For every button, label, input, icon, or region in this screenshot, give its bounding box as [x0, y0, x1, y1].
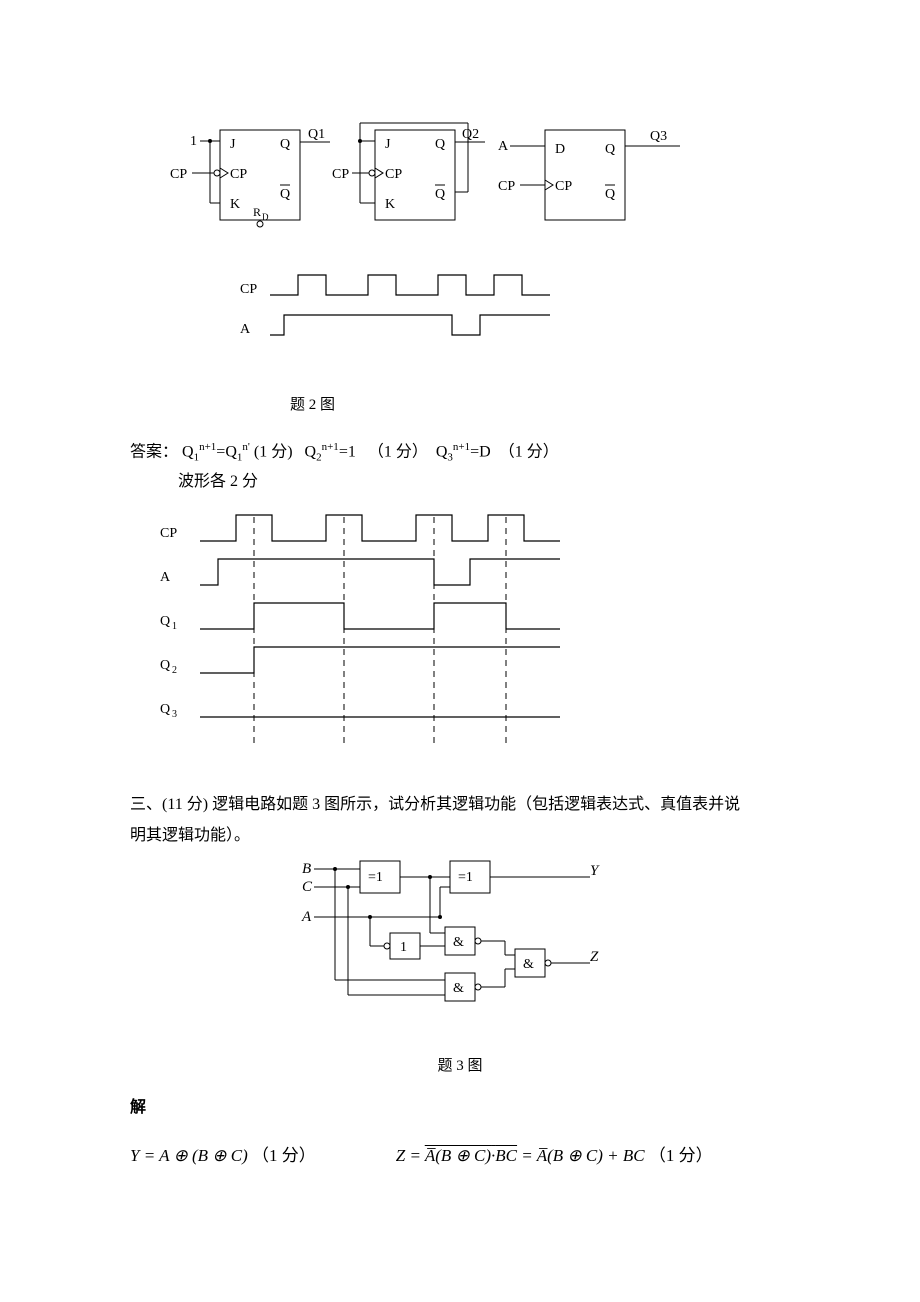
svg-text:A: A: [301, 909, 312, 925]
svg-text:CP: CP: [555, 179, 572, 194]
timing-diagram: CPAQ1Q2Q3: [130, 507, 790, 772]
svg-text:CP: CP: [332, 167, 349, 182]
figure-3-caption: 题 3 图: [130, 1054, 790, 1075]
svg-text:=1: =1: [368, 870, 383, 885]
svg-text:CP: CP: [170, 167, 187, 182]
figure-3-svg: B C A =1 =1 Y 1: [290, 855, 630, 1045]
svg-text:Q: Q: [605, 187, 615, 202]
svg-text:A: A: [160, 570, 171, 585]
svg-text:Q1: Q1: [308, 127, 325, 142]
eq3-sup1: n+1: [453, 441, 470, 453]
svg-text:Q: Q: [280, 187, 290, 202]
svg-text:Q: Q: [160, 614, 170, 629]
eq3-rhs: =D: [470, 443, 491, 460]
svg-text:K: K: [230, 197, 240, 212]
svg-text:B: B: [302, 861, 311, 877]
flipflop-2: J CP K Q Q CP Q2: [332, 123, 485, 220]
svg-text:CP: CP: [230, 167, 247, 182]
eqY-formula: Y = A ⊕ (B ⊕ C): [130, 1146, 248, 1165]
answer-2-wavepts: 波形各 2 分: [130, 468, 790, 497]
svg-text:&: &: [523, 957, 534, 972]
svg-text:2: 2: [172, 665, 177, 676]
eq3-pts: （1 分）: [499, 443, 559, 460]
svg-text:1: 1: [190, 134, 197, 149]
eq2-sup1: n+1: [322, 441, 339, 453]
svg-text:A: A: [498, 139, 509, 154]
svg-text:Q2: Q2: [462, 127, 479, 142]
svg-text:CP: CP: [385, 167, 402, 182]
eq2-pts: （1 分）: [368, 443, 428, 460]
svg-text:1: 1: [172, 621, 177, 632]
eq1-pts: (1 分): [254, 443, 293, 460]
svg-text:1: 1: [400, 940, 407, 955]
svg-text:K: K: [385, 197, 395, 212]
svg-text:&: &: [453, 981, 464, 996]
svg-text:CP: CP: [498, 179, 515, 194]
svg-text:Q: Q: [435, 137, 445, 152]
svg-text:J: J: [385, 137, 391, 152]
eq1-sup1: n+1: [199, 441, 216, 453]
formula-Z: Z = A̅(B ⊕ C)·BC = A̅(B ⊕ C) + BC （1 分）: [396, 1141, 713, 1166]
eqZ-pts: （1 分）: [649, 1146, 713, 1165]
figure-3: B C A =1 =1 Y 1: [130, 855, 790, 1075]
flipflop-3: D CP Q Q A CP Q3: [498, 129, 680, 220]
svg-text:CP: CP: [240, 282, 257, 297]
svg-text:3: 3: [172, 709, 177, 720]
svg-text:Q3: Q3: [650, 129, 667, 144]
eq2-rhs: =1: [339, 443, 356, 460]
svg-text:Q: Q: [160, 702, 170, 717]
svg-text:J: J: [230, 137, 236, 152]
svg-text:D: D: [555, 142, 565, 157]
flipflop-1: J CP K Q Q R D 1 CP: [170, 127, 330, 227]
q3-line2: 明其逻辑功能）。: [130, 827, 250, 844]
svg-text:A: A: [240, 322, 251, 337]
answer-2-line1: 答案： Q1n+1=Q1n' (1 分) Q2n+1=1 （1 分） Q3n+1…: [130, 438, 790, 468]
svg-text:Y: Y: [590, 863, 600, 879]
solution-label: 解: [130, 1093, 790, 1123]
eq1-sup2: n': [242, 441, 249, 453]
answer-prefix: 答案：: [130, 443, 178, 460]
formula-Y: Y = A ⊕ (B ⊕ C) （1 分）: [130, 1141, 316, 1166]
eqY-pts: （1 分）: [252, 1146, 316, 1165]
svg-text:Z: Z: [590, 949, 599, 965]
figure-2-caption: 题 2 图: [290, 393, 790, 414]
figure-2-svg: J CP K Q Q R D 1 CP: [150, 120, 710, 380]
svg-text:Q: Q: [605, 142, 615, 157]
figure-2-mini-waveform: CP A: [240, 275, 550, 337]
svg-text:D: D: [262, 212, 269, 222]
figure-2: J CP K Q Q R D 1 CP: [130, 120, 790, 414]
svg-text:Q: Q: [435, 187, 445, 202]
svg-text:Q: Q: [280, 137, 290, 152]
question-3-text: 三、(11 分) 逻辑电路如题 3 图所示，试分析其逻辑功能（包括逻辑表达式、真…: [130, 790, 790, 851]
svg-text:=1: =1: [458, 870, 473, 885]
svg-text:C: C: [302, 879, 313, 895]
q3-line1: 三、(11 分) 逻辑电路如题 3 图所示，试分析其逻辑功能（包括逻辑表达式、真…: [130, 796, 740, 813]
svg-text:&: &: [453, 935, 464, 950]
formula-row: Y = A ⊕ (B ⊕ C) （1 分） Z = A̅(B ⊕ C)·BC =…: [130, 1141, 790, 1166]
svg-text:R: R: [253, 205, 261, 219]
svg-text:CP: CP: [160, 526, 177, 541]
timing-svg: CPAQ1Q2Q3: [140, 507, 560, 767]
svg-text:Q: Q: [160, 658, 170, 673]
